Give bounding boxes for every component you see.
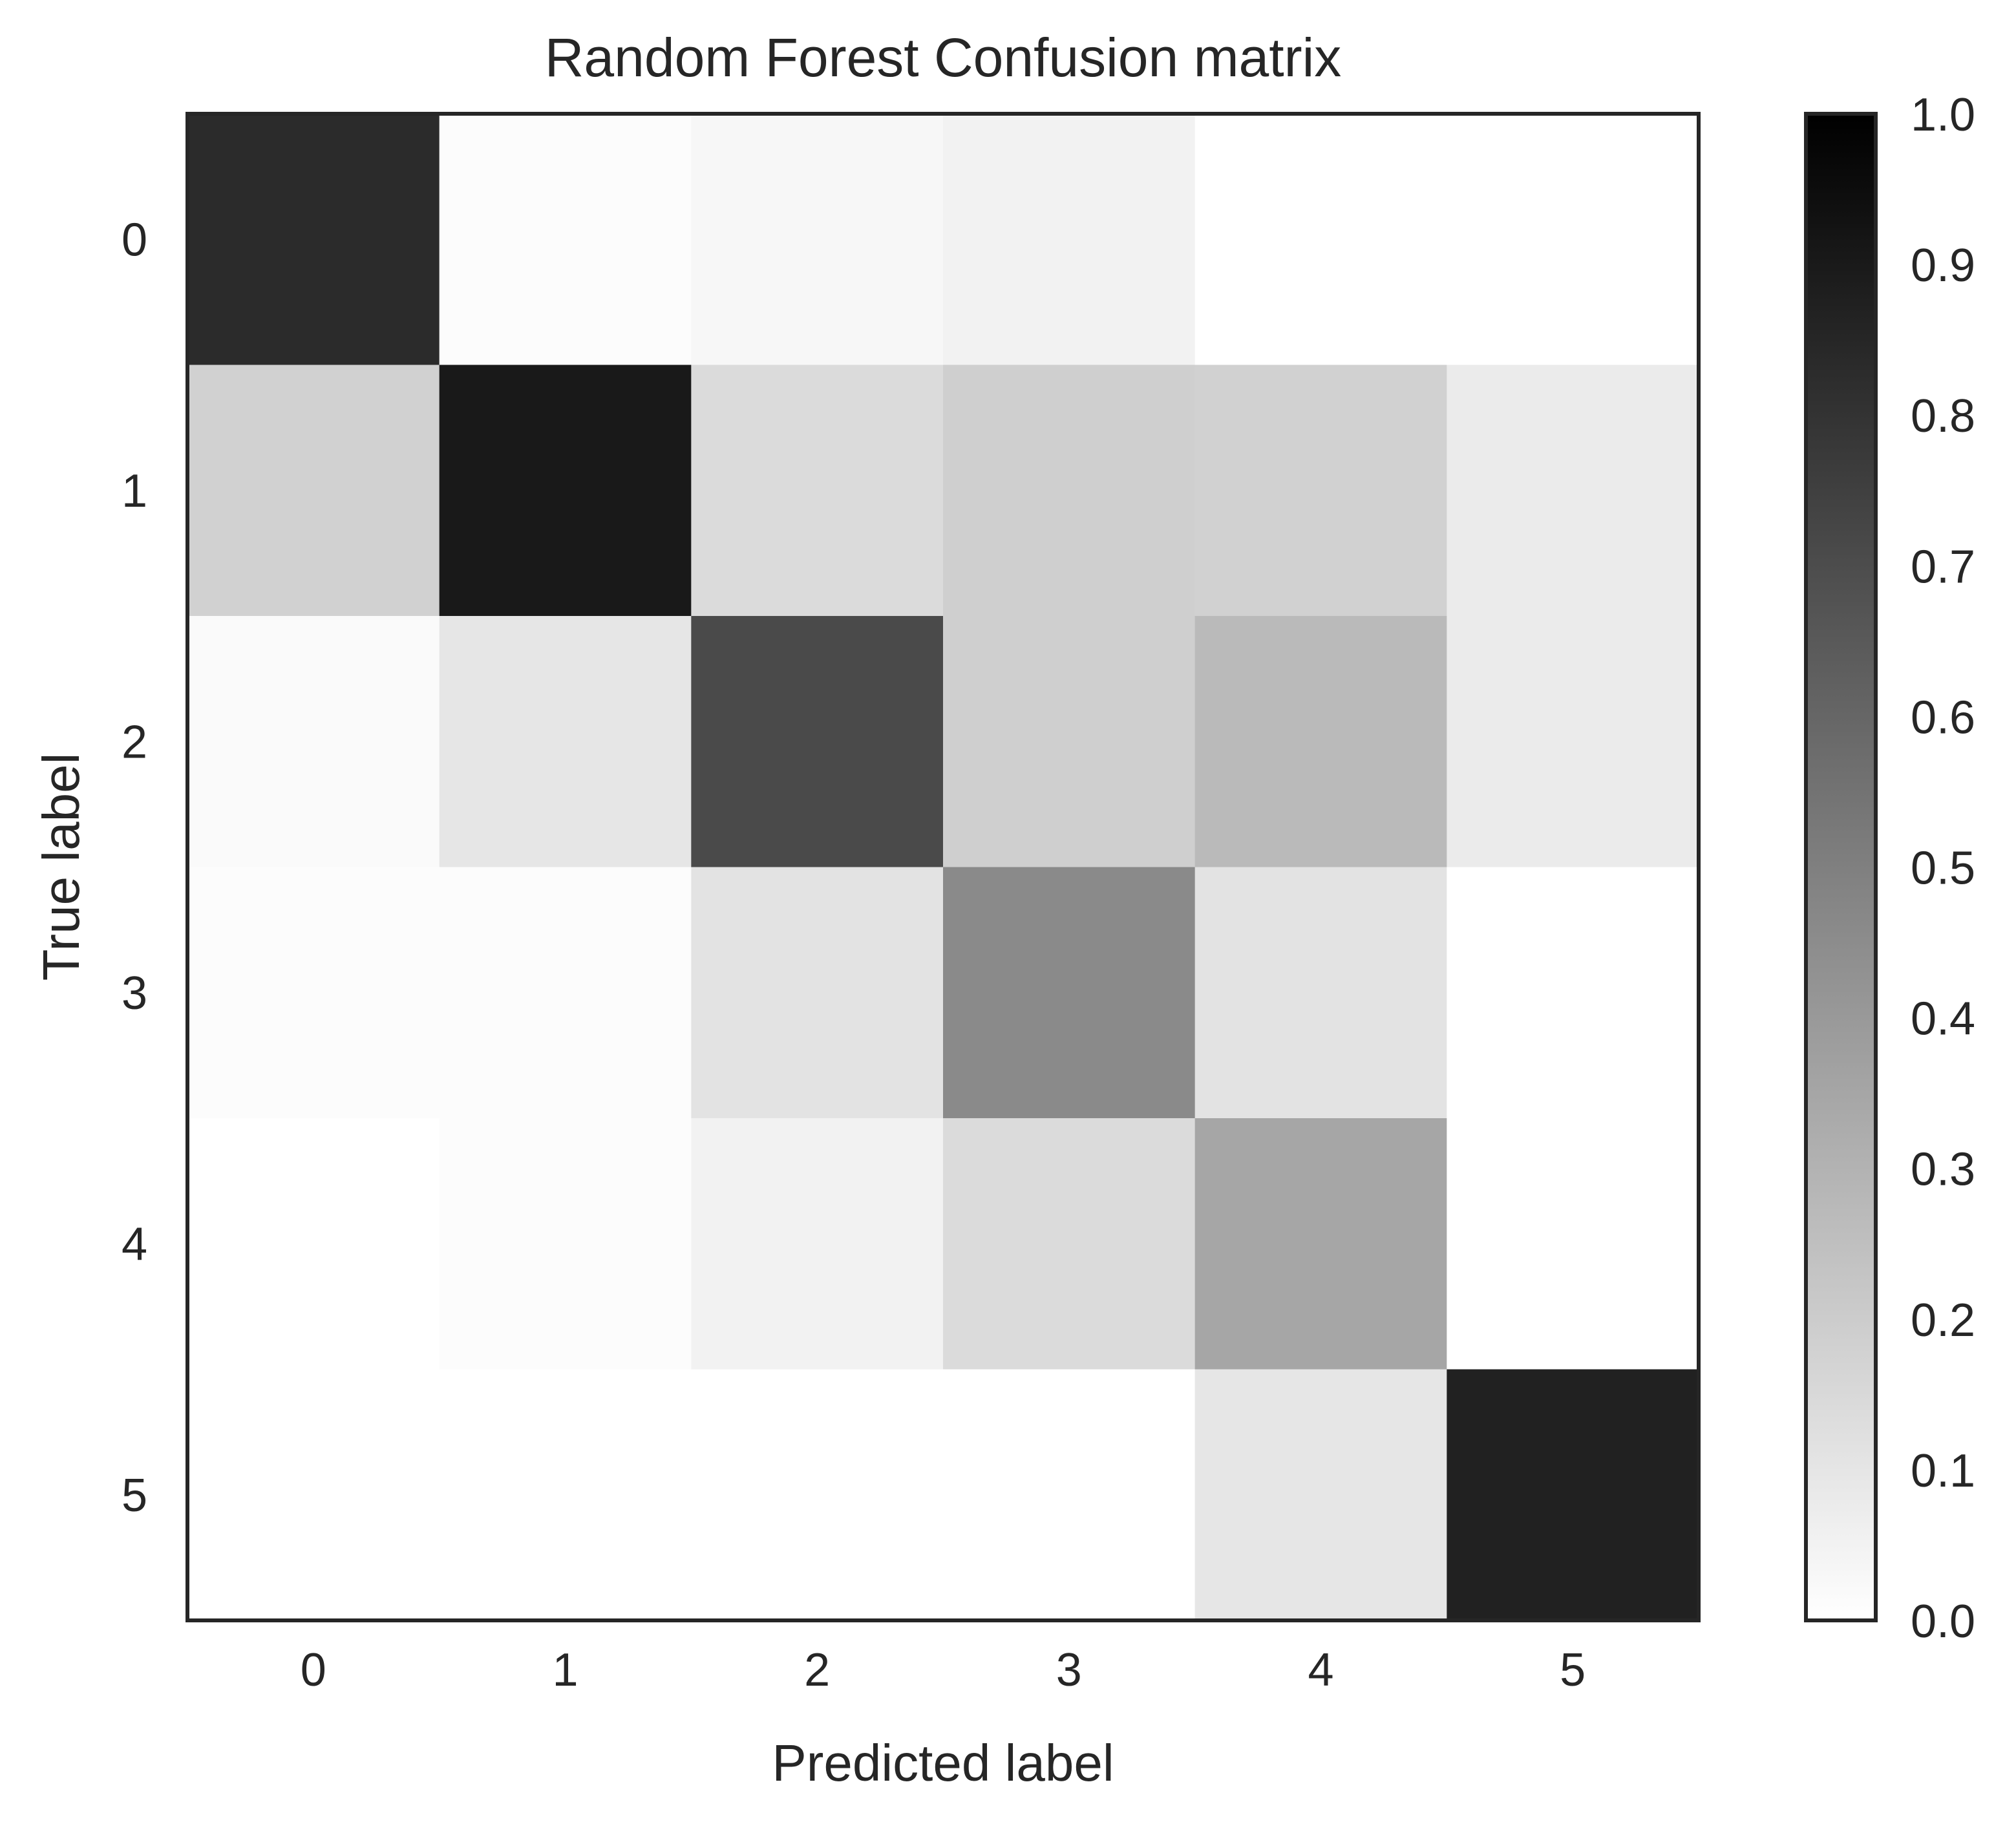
colorbar-tick-label: 0.5 [1911, 843, 1975, 895]
heatmap-cell-5-0 [187, 1369, 440, 1621]
heatmap-cell-0-3 [943, 114, 1196, 365]
heatmap-cell-5-2 [691, 1369, 944, 1621]
heatmap-cell-2-3 [943, 616, 1196, 867]
heatmap-cell-3-2 [691, 867, 944, 1119]
chart-title: Random Forest Confusion matrix [545, 27, 1341, 88]
x-tick-label: 5 [1560, 1644, 1586, 1696]
heatmap-cell-5-5 [1447, 1369, 1699, 1621]
heatmap-cell-4-5 [1447, 1118, 1699, 1370]
heatmap-cell-1-0 [187, 365, 440, 617]
heatmap-cell-5-4 [1194, 1369, 1447, 1621]
heatmap-cell-1-3 [943, 365, 1196, 617]
x-axis-label: Predicted label [772, 1734, 1114, 1792]
x-tick-labels: 0 1 2 3 4 5 [301, 1644, 1586, 1696]
plot-frame [186, 112, 1701, 1622]
heatmap-cell-4-1 [439, 1118, 692, 1370]
colorbar-tick-label: 0.6 [1911, 692, 1975, 743]
colorbar-tick-label: 1.0 [1911, 89, 1975, 141]
heatmap-cell-3-0 [187, 867, 440, 1119]
colorbar-tick-label: 0.8 [1911, 390, 1975, 442]
x-tick-label: 2 [804, 1644, 830, 1696]
heatmap-cell-2-4 [1194, 616, 1447, 867]
colorbar-tick-label: 0.9 [1911, 240, 1975, 292]
y-tick-label: 4 [122, 1218, 147, 1270]
heatmap-cell-4-4 [1194, 1118, 1447, 1370]
colorbar-tick-label: 0.3 [1911, 1144, 1975, 1196]
y-tick-label: 5 [122, 1470, 147, 1522]
heatmap-cell-2-5 [1447, 616, 1699, 867]
y-axis-label: True label [32, 753, 90, 981]
x-tick-label: 3 [1056, 1644, 1082, 1696]
heatmap-cell-3-1 [439, 867, 692, 1119]
heatmap-cell-1-4 [1194, 365, 1447, 617]
heatmap-cells [187, 114, 1699, 1621]
colorbar-tick-labels: 0.0 0.1 0.2 0.3 0.4 0.5 0.6 0.7 0.8 0.9 1.0 [1911, 89, 1975, 1648]
heatmap-cell-0-4 [1194, 114, 1447, 365]
y-tick-label: 2 [122, 716, 147, 768]
heatmap-cell-1-1 [439, 365, 692, 617]
y-tick-label: 3 [122, 968, 147, 1019]
heatmap-cell-4-2 [691, 1118, 944, 1370]
heatmap-cell-2-2 [691, 616, 944, 867]
colorbar-tick-label: 0.0 [1911, 1596, 1975, 1648]
heatmap-cell-0-5 [1447, 114, 1699, 365]
heatmap-cell-5-1 [439, 1369, 692, 1621]
y-tick-label: 0 [122, 214, 147, 266]
heatmap-cell-4-0 [187, 1118, 440, 1370]
heatmap-cell-0-1 [439, 114, 692, 365]
x-tick-label: 4 [1308, 1644, 1333, 1696]
heatmap-cell-0-0 [187, 114, 440, 365]
y-tick-label: 1 [122, 465, 147, 517]
heatmap-cell-4-3 [943, 1118, 1196, 1370]
colorbar-tick-label: 0.1 [1911, 1445, 1975, 1497]
colorbar-tick-label: 0.2 [1911, 1295, 1975, 1346]
heatmap-cell-2-1 [439, 616, 692, 867]
colorbar-tick-label: 0.4 [1911, 993, 1975, 1045]
heatmap-cell-3-5 [1447, 867, 1699, 1119]
heatmap-cell-2-0 [187, 616, 440, 867]
colorbar-tick-label: 0.7 [1911, 541, 1975, 593]
x-tick-label: 1 [552, 1644, 578, 1696]
y-tick-labels: 0 1 2 3 4 5 [122, 214, 147, 1522]
heatmap-cell-1-5 [1447, 365, 1699, 617]
x-tick-label: 0 [301, 1644, 326, 1696]
colorbar [1804, 112, 1878, 1622]
heatmap-cell-3-4 [1194, 867, 1447, 1119]
heatmap-cell-3-3 [943, 867, 1196, 1119]
heatmap-cell-1-2 [691, 365, 944, 617]
heatmap-cell-0-2 [691, 114, 944, 365]
heatmap-cell-5-3 [943, 1369, 1196, 1621]
